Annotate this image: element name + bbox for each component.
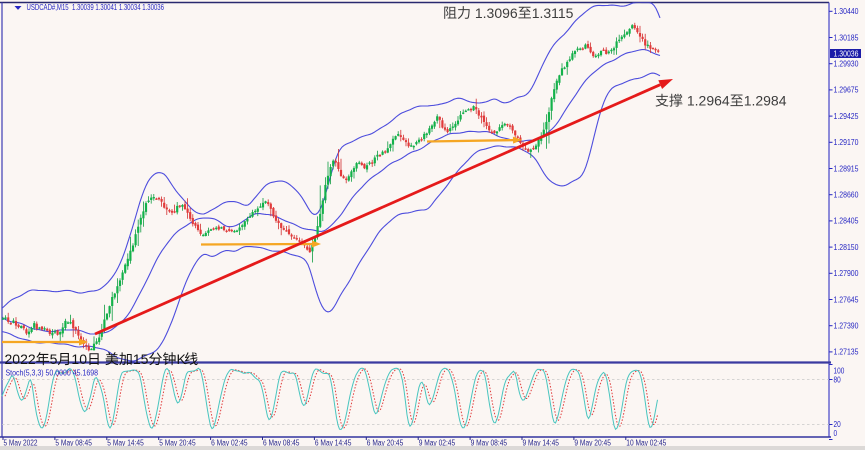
svg-text:2022: 2022 [5, 351, 36, 367]
svg-text:1.28150: 1.28150 [834, 243, 860, 252]
svg-text:15: 15 [133, 351, 149, 367]
svg-text:1.29930: 1.29930 [834, 60, 860, 69]
svg-text:1.29170: 1.29170 [834, 138, 860, 147]
svg-text:1.27900: 1.27900 [834, 269, 860, 278]
svg-text:1.2984: 1.2984 [744, 93, 787, 109]
svg-text:1.3115: 1.3115 [532, 5, 574, 21]
svg-text:1.27390: 1.27390 [834, 322, 860, 331]
svg-text:1.30036: 1.30036 [834, 50, 859, 59]
svg-text:USDCAD#,M15 1.30039 1.30041 1: USDCAD#,M15 1.30039 1.30041 1.30034 1.30… [27, 3, 165, 12]
svg-text:9 May 02:45: 9 May 02:45 [419, 439, 456, 448]
svg-text:20: 20 [834, 420, 842, 429]
svg-text:9 May 08:45: 9 May 08:45 [471, 439, 508, 448]
svg-text:100: 100 [834, 367, 845, 376]
svg-text:5 May 2022: 5 May 2022 [4, 439, 38, 448]
svg-text:1.27135: 1.27135 [834, 348, 860, 357]
svg-text:80: 80 [834, 376, 842, 385]
svg-text:1.30440: 1.30440 [834, 7, 860, 16]
svg-text:9 May 14:45: 9 May 14:45 [523, 439, 560, 448]
svg-text:6 May 14:45: 6 May 14:45 [315, 439, 352, 448]
svg-text:1.28660: 1.28660 [834, 191, 860, 200]
svg-text:5 May 20:45: 5 May 20:45 [159, 439, 196, 448]
svg-text:10: 10 [71, 351, 87, 367]
svg-text:1.27645: 1.27645 [834, 295, 860, 304]
svg-text:6 May 20:45: 6 May 20:45 [367, 439, 404, 448]
svg-text:5 May 14:45: 5 May 14:45 [107, 439, 144, 448]
svg-text:5: 5 [50, 351, 58, 367]
svg-text:1.29425: 1.29425 [834, 112, 860, 121]
svg-text:9 May 20:45: 9 May 20:45 [574, 439, 611, 448]
svg-text:1.28915: 1.28915 [834, 164, 860, 173]
svg-text:1.29675: 1.29675 [834, 86, 860, 95]
svg-text:5 May 08:45: 5 May 08:45 [55, 439, 92, 448]
svg-text:10 May 02:45: 10 May 02:45 [626, 439, 667, 448]
svg-text:Stoch(5,3,3) 50.0000 45.1698: Stoch(5,3,3) 50.0000 45.1698 [6, 368, 99, 377]
svg-text:1.2964: 1.2964 [687, 93, 730, 109]
svg-text:K: K [176, 351, 186, 367]
svg-text:1.28405: 1.28405 [834, 217, 860, 226]
svg-text:6 May 02:45: 6 May 02:45 [211, 439, 248, 448]
svg-text:1.30185: 1.30185 [834, 33, 860, 42]
svg-text:1.3096: 1.3096 [475, 5, 518, 21]
svg-text:0: 0 [834, 429, 838, 438]
svg-text:6 May 08:45: 6 May 08:45 [263, 439, 300, 448]
